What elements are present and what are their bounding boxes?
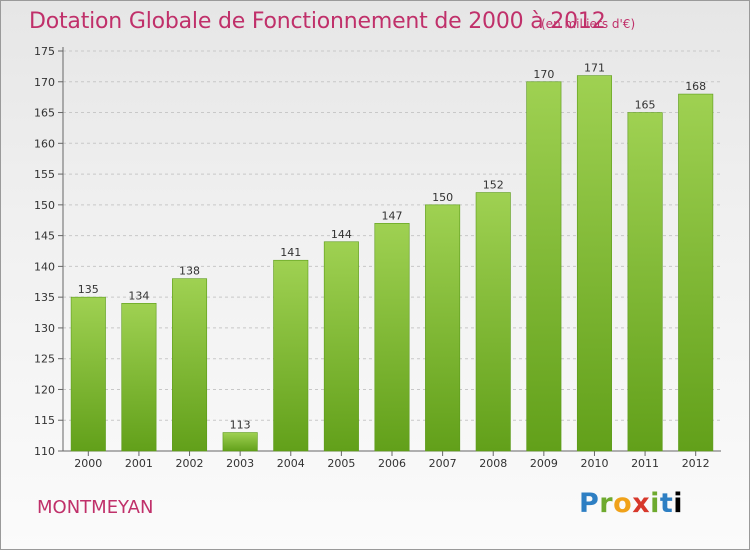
x-tick-label: 2005 [327, 457, 355, 470]
data-label: 168 [685, 80, 706, 93]
bar [273, 259, 309, 452]
x-tick-label: 2003 [226, 457, 254, 470]
chart-subtitle: (en milliers d'€) [541, 17, 636, 31]
bars [70, 75, 714, 452]
logo-letter: i [673, 488, 684, 519]
bar [526, 81, 562, 452]
bar [70, 296, 106, 452]
y-tick-label: 130 [34, 322, 55, 335]
commune-name: MONTMEYAN [37, 497, 154, 518]
bar [425, 204, 461, 452]
y-tick-label: 165 [34, 107, 55, 120]
proxiti-logo: Proxiti [579, 488, 683, 519]
data-label: 134 [128, 289, 149, 302]
y-tick-label: 135 [34, 291, 55, 304]
data-label: 147 [382, 209, 403, 222]
x-tick-label: 2004 [277, 457, 305, 470]
bar [323, 241, 359, 452]
data-label: 170 [533, 68, 554, 81]
bar [475, 192, 511, 452]
y-tick-label: 150 [34, 199, 55, 212]
data-label: 150 [432, 191, 453, 204]
data-label: 141 [280, 246, 301, 259]
data-label: 113 [230, 419, 251, 432]
logo-letter: P [579, 488, 600, 519]
x-tick-label: 2008 [479, 457, 507, 470]
data-label: 152 [483, 179, 504, 192]
x-tick-label: 2001 [125, 457, 153, 470]
bar [627, 112, 663, 452]
logo-letter: x [632, 488, 651, 519]
bar [374, 223, 410, 452]
y-tick-label: 170 [34, 76, 55, 89]
y-tick-label: 125 [34, 353, 55, 366]
data-label: 144 [331, 228, 352, 241]
labels: 110 115 120 125 130 135 140 145 150 155 160 165 170 1… [34, 45, 710, 470]
data-label: 171 [584, 62, 605, 75]
logo-letter: o [613, 488, 633, 519]
data-label: 165 [635, 99, 656, 112]
bar [121, 303, 157, 452]
x-tick-label: 2000 [74, 457, 102, 470]
x-tick-label: 2010 [580, 457, 608, 470]
x-tick-label: 2009 [530, 457, 558, 470]
x-tick-label: 2011 [631, 457, 659, 470]
y-tick-label: 175 [34, 45, 55, 58]
chart-title: Dotation Globale de Fonctionnement de 20… [29, 9, 606, 34]
x-tick-label: 2012 [682, 457, 710, 470]
y-tick-label: 155 [34, 168, 55, 181]
bar [576, 75, 612, 452]
data-label: 135 [78, 283, 99, 296]
y-tick-label: 140 [34, 260, 55, 273]
logo-letter: t [659, 488, 674, 519]
bar [172, 278, 208, 452]
y-tick-label: 110 [34, 445, 55, 458]
y-tick-label: 120 [34, 383, 55, 396]
x-tick-label: 2006 [378, 457, 406, 470]
x-tick-label: 2007 [429, 457, 457, 470]
logo-letter: i [650, 488, 660, 519]
y-tick-label: 115 [34, 414, 55, 427]
y-tick-label: 160 [34, 137, 55, 150]
data-label: 138 [179, 265, 200, 278]
bar [222, 432, 258, 452]
bar [678, 93, 714, 452]
x-tick-label: 2002 [176, 457, 204, 470]
logo-letter: r [599, 488, 614, 519]
y-tick-label: 145 [34, 230, 55, 243]
